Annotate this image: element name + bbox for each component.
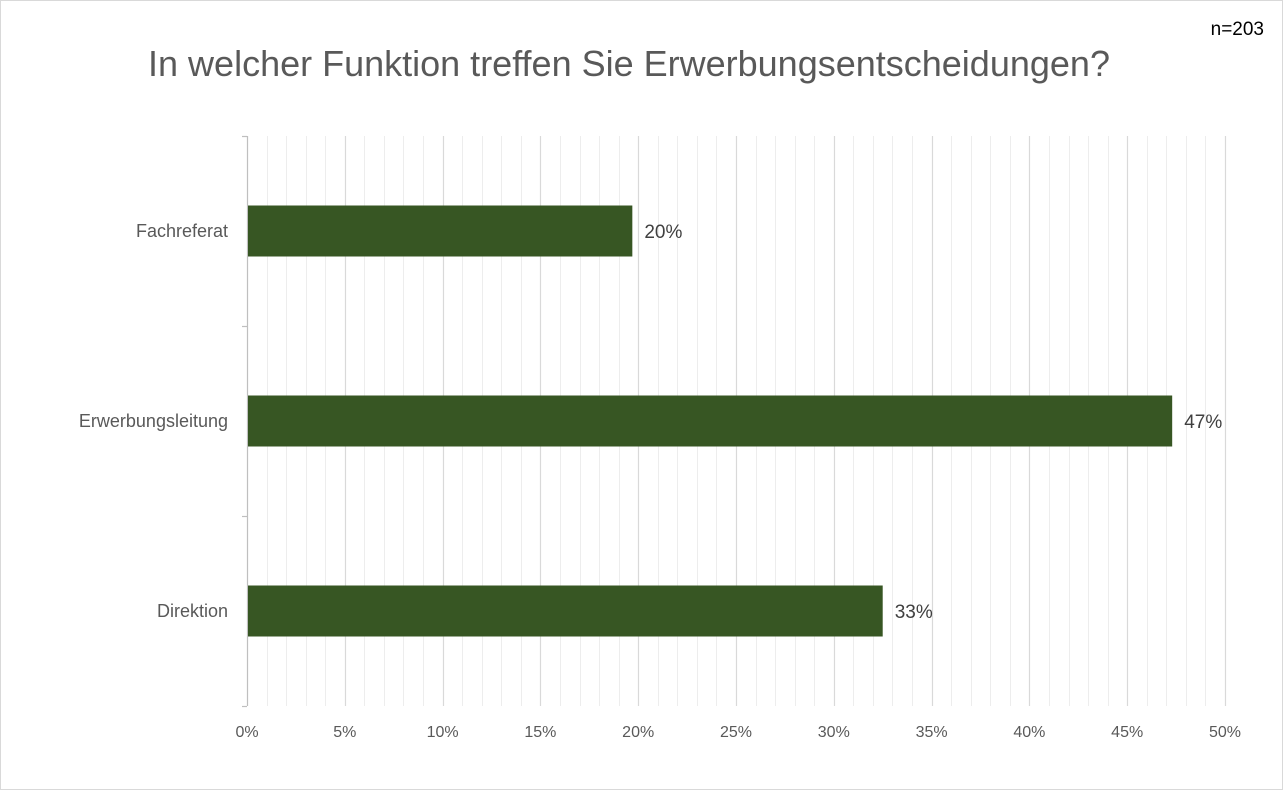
x-tick-label: 25%: [720, 724, 752, 741]
x-tick-label: 15%: [524, 724, 556, 741]
bar-erwerbungsleitung: [248, 395, 1173, 447]
chart-title: In welcher Funktion treffen Sie Erwerbun…: [148, 43, 1110, 84]
x-tick-label: 35%: [916, 724, 948, 741]
category-label: Direktion: [157, 601, 228, 621]
x-tick-label: 45%: [1111, 724, 1143, 741]
bar-fachreferat: [248, 205, 633, 257]
category-label: Erwerbungsleitung: [79, 411, 228, 431]
data-label: 33%: [895, 602, 933, 623]
x-tick-label: 20%: [622, 724, 654, 741]
bar-direktion: [248, 585, 883, 637]
category-label: Fachreferat: [136, 221, 228, 241]
x-tick-label: 5%: [333, 724, 356, 741]
data-label: 20%: [644, 222, 682, 243]
sample-size-label: n=203: [1210, 19, 1264, 40]
data-label: 47%: [1184, 412, 1222, 433]
x-tick-label: 0%: [235, 724, 258, 741]
x-tick-label: 50%: [1209, 724, 1241, 741]
x-tick-label: 30%: [818, 724, 850, 741]
x-tick-label: 10%: [427, 724, 459, 741]
x-tick-label: 40%: [1013, 724, 1045, 741]
